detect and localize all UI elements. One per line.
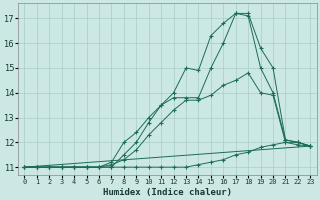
X-axis label: Humidex (Indice chaleur): Humidex (Indice chaleur)	[103, 188, 232, 197]
